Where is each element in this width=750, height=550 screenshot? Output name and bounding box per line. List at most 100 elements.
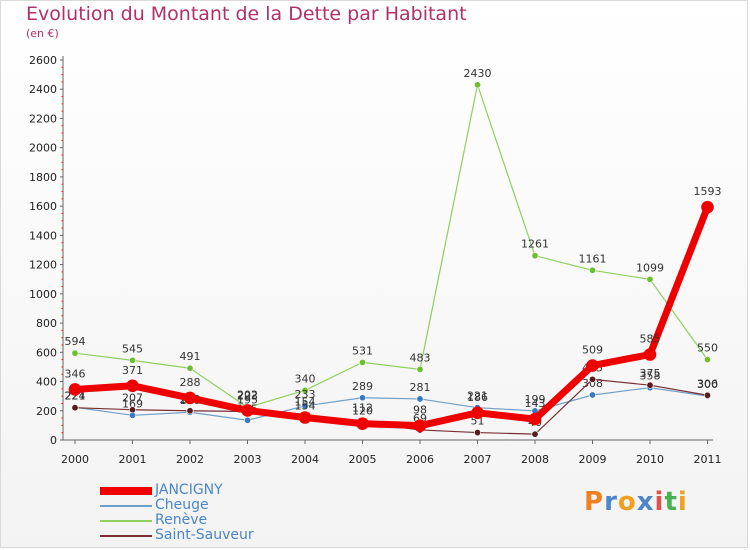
- data-label-ren-ve: 2430: [464, 67, 492, 80]
- x-tick-label: 2002: [176, 453, 204, 466]
- y-tick-label: 1400: [29, 229, 57, 242]
- data-point-cheuge: [416, 395, 424, 403]
- data-label-saint-sauveur: 120: [352, 404, 373, 417]
- legend-label-reneve: Renève: [155, 512, 208, 528]
- data-label-jancigny: 154: [295, 395, 316, 408]
- data-label-cheuge: 233: [295, 388, 316, 401]
- data-point-cheuge: [244, 416, 252, 424]
- data-point-saint-sauveur: [129, 406, 137, 414]
- plot-area: 0 200 400 600 800 1000 1200 1400 1600 1800 2000 220…: [29, 54, 722, 466]
- y-tick-label: 1200: [29, 259, 57, 272]
- data-point-ren-ve: [703, 356, 711, 364]
- logo-letter: r: [604, 487, 618, 517]
- data-label-ren-ve: 483: [410, 351, 431, 364]
- data-label-jancigny: 112: [352, 402, 373, 415]
- data-label-cheuge: 199: [525, 393, 546, 406]
- data-point-ren-ve: [129, 356, 137, 364]
- data-label-jancigny: 509: [582, 344, 603, 357]
- legend-label-saint-sauveur: Saint-Sauveur: [155, 527, 254, 543]
- data-point-jancigny: [126, 379, 139, 393]
- data-point-cheuge: [358, 394, 366, 402]
- data-point-jancigny: [528, 412, 542, 426]
- data-point-cheuge: [301, 402, 309, 410]
- data-label-jancigny: 143: [525, 397, 546, 410]
- data-label-ren-ve: 1161: [579, 252, 607, 265]
- data-point-saint-sauveur: [588, 375, 596, 383]
- data-point-ren-ve: [416, 365, 424, 373]
- logo-letter: t: [664, 487, 678, 517]
- series-line-ren-ve: [74, 84, 708, 409]
- x-tick-label: 2007: [464, 453, 492, 466]
- y-tick-label: 2200: [29, 112, 57, 125]
- logo-letter: i: [654, 487, 665, 517]
- data-label-saint-sauveur: 207: [122, 392, 143, 405]
- data-point-jancigny: [586, 359, 599, 372]
- legend-item-cheuge: Cheuge: [100, 497, 360, 514]
- logo-letter: x: [636, 487, 655, 517]
- data-point-ren-ve: [358, 358, 366, 366]
- legend-swatch-jancigny: [100, 487, 152, 495]
- data-point-cheuge: [588, 391, 596, 399]
- data-label-saint-sauveur: 306: [697, 377, 718, 390]
- logo-letter: P: [584, 487, 605, 517]
- x-tick-label: 2005: [349, 453, 377, 466]
- series-line-cheuge: [74, 387, 708, 421]
- data-label-saint-sauveur: 195: [237, 394, 258, 407]
- data-point-ren-ve: [301, 386, 309, 394]
- data-point-jancigny: [701, 200, 714, 214]
- legend-label-jancigny: JANCIGNY: [155, 482, 223, 498]
- data-point-saint-sauveur: [703, 391, 711, 399]
- legend: JANCIGNY Cheuge Renève Saint-Sauveur: [100, 482, 360, 544]
- data-point-saint-sauveur: [71, 404, 79, 412]
- legend-swatch-cheuge: [100, 505, 152, 507]
- data-label-jancigny: 186: [467, 391, 488, 404]
- data-label-ren-ve: 340: [295, 372, 316, 385]
- x-tick-label: 2008: [521, 453, 549, 466]
- data-label-jancigny: 371: [122, 364, 143, 377]
- data-point-saint-sauveur: [531, 430, 539, 438]
- legend-swatch-saint-sauveur: [100, 535, 152, 537]
- x-tick-label: 2000: [61, 453, 89, 466]
- proxiti-logo: Proxiti: [584, 487, 688, 517]
- legend-swatch-reneve: [100, 520, 152, 522]
- data-point-saint-sauveur: [473, 429, 481, 437]
- data-point-ren-ve: [71, 349, 79, 357]
- x-tick-label: 2011: [694, 453, 722, 466]
- logo-letter: o: [617, 487, 637, 517]
- y-tick-label: 1600: [29, 200, 57, 213]
- data-label-ren-ve: 550: [697, 342, 718, 355]
- data-label-saint-sauveur: 221: [65, 390, 86, 403]
- data-label-cheuge: 169: [122, 397, 143, 410]
- data-point-ren-ve: [588, 266, 596, 274]
- x-tick-label: 2006: [406, 453, 434, 466]
- data-label-ren-ve: 1261: [521, 238, 549, 251]
- data-label-jancigny: 202: [237, 388, 258, 401]
- data-point-saint-sauveur: [186, 407, 194, 415]
- y-tick-label: 1000: [29, 288, 57, 301]
- data-point-ren-ve: [186, 364, 194, 372]
- legend-item-saint-sauveur: Saint-Sauveur: [100, 527, 360, 544]
- data-label-jancigny: 98: [413, 404, 427, 417]
- data-label-ren-ve: 491: [180, 350, 201, 363]
- data-label-cheuge: 221: [467, 390, 488, 403]
- y-tick-label: 1800: [29, 171, 57, 184]
- x-tick-label: 2003: [234, 453, 262, 466]
- data-label-saint-sauveur: 154: [295, 399, 316, 412]
- data-label-ren-ve: 594: [65, 335, 86, 348]
- chart-title: Evolution du Montant de la Dette par Hab…: [26, 3, 467, 25]
- data-point-jancigny: [413, 419, 427, 432]
- data-point-ren-ve: [531, 252, 539, 260]
- data-label-cheuge: 281: [410, 381, 431, 394]
- data-label-jancigny: 288: [180, 376, 201, 389]
- data-label-ren-ve: 531: [352, 344, 373, 357]
- data-point-jancigny: [471, 406, 484, 420]
- data-label-jancigny: 585: [640, 333, 661, 346]
- data-label-cheuge: 300: [697, 378, 718, 391]
- data-point-jancigny: [298, 411, 312, 424]
- x-tick-label: 2010: [636, 453, 664, 466]
- data-label-cheuge: 289: [352, 380, 373, 393]
- data-label-ren-ve: 1099: [636, 261, 664, 274]
- x-tick-label: 2001: [119, 453, 147, 466]
- data-label-cheuge: 358: [640, 370, 661, 383]
